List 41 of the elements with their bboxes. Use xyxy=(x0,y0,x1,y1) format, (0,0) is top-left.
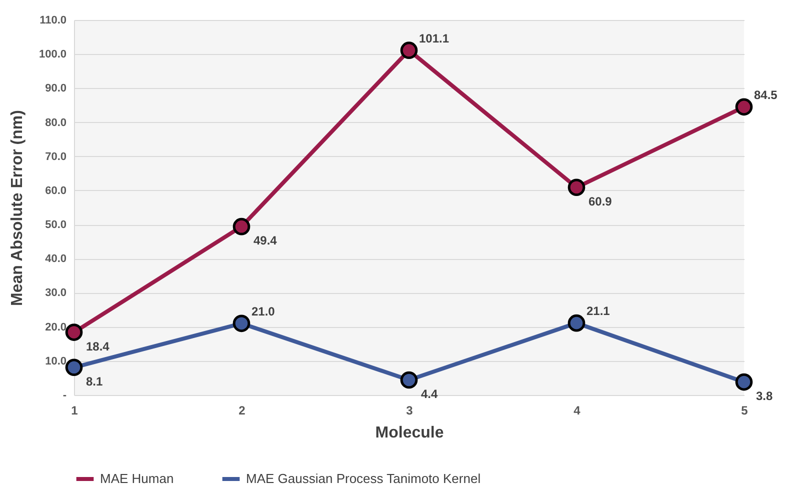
y-tick-label: 90.0 xyxy=(45,82,66,95)
y-tick-label: 60.0 xyxy=(45,184,66,197)
y-tick-label: 40.0 xyxy=(45,253,66,266)
data-label: 8.1 xyxy=(86,374,104,388)
x-tick-label: 2 xyxy=(238,404,246,418)
data-label: 21.0 xyxy=(252,304,276,318)
y-tick-label: 50.0 xyxy=(45,219,66,232)
point xyxy=(400,371,418,389)
legend-label: MAE Gaussian Process Tanimoto Kernel xyxy=(246,471,481,486)
point xyxy=(568,178,586,196)
x-tick-label: 1 xyxy=(71,404,78,418)
point xyxy=(65,324,83,341)
data-label: 60.9 xyxy=(588,194,612,208)
data-label: 49.4 xyxy=(254,234,278,248)
y-tick-label: 30.0 xyxy=(45,287,66,300)
point xyxy=(232,314,250,332)
x-axis-title: Molecule xyxy=(375,424,444,442)
data-label: 101.1 xyxy=(419,31,450,46)
y-tick-label: 10.0 xyxy=(45,355,66,368)
y-tick-label: 100.0 xyxy=(38,48,66,61)
data-label: 3.8 xyxy=(756,389,774,404)
point xyxy=(400,42,418,59)
x-tick-label: 5 xyxy=(741,404,748,418)
point xyxy=(735,98,753,116)
y-tick-label: - xyxy=(62,390,67,402)
data-label: 21.1 xyxy=(586,304,610,318)
y-tick-label: 20.0 xyxy=(45,321,66,334)
y-tick-label: 70.0 xyxy=(45,150,66,163)
y-tick-label: 110.0 xyxy=(40,14,66,26)
point xyxy=(568,314,586,332)
data-label: 84.5 xyxy=(754,88,778,102)
data-label: 18.4 xyxy=(86,339,110,354)
legend-label: MAE Human xyxy=(100,471,174,486)
point xyxy=(735,373,753,391)
y-axis-title: Mean Absolute Error (nm) xyxy=(8,110,26,306)
x-tick-label: 3 xyxy=(406,404,414,418)
point xyxy=(232,218,250,236)
data-label: 4.4 xyxy=(421,387,438,401)
y-tick-label: 80.0 xyxy=(45,116,66,129)
point xyxy=(65,358,83,376)
x-tick-label: 4 xyxy=(574,404,581,418)
